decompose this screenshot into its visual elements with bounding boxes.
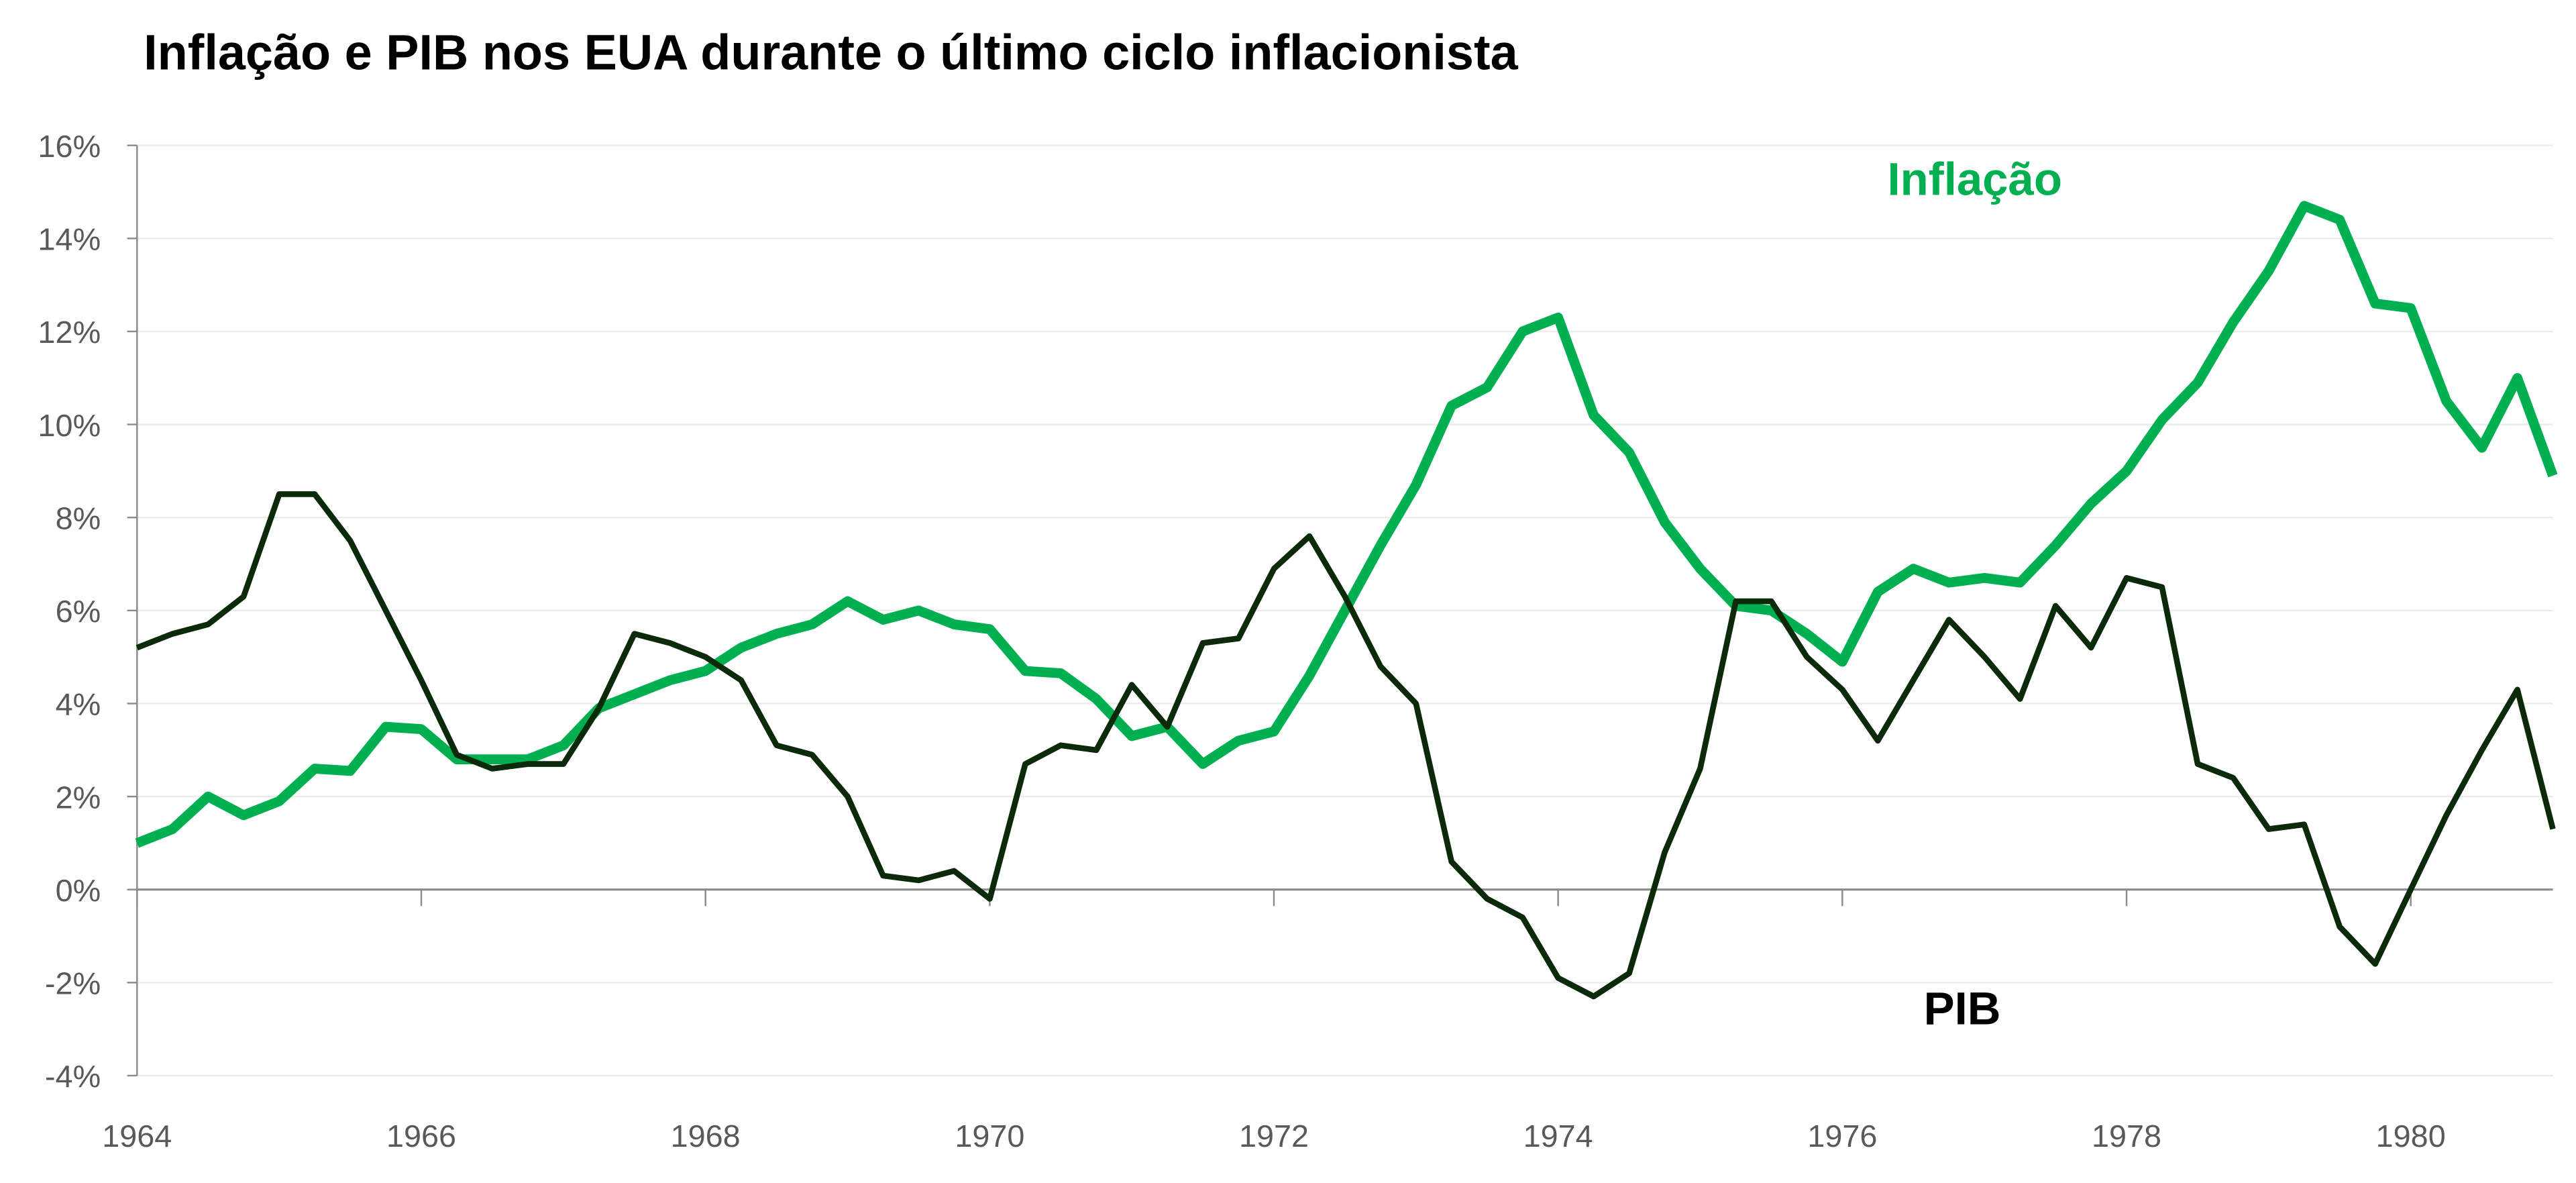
x-tick-label: 1970 [955, 1119, 1024, 1153]
x-tick-label: 1974 [1523, 1119, 1593, 1153]
y-tick-label: 14% [38, 222, 101, 257]
x-tick-label: 1964 [102, 1119, 172, 1153]
series-lines [135, 201, 2558, 1000]
y-tick-label: 0% [56, 873, 101, 908]
series-line-inflacao [135, 201, 2558, 848]
y-axis: -4% -2% 0% 2% 4% 6% 8% 10% 12% 14% 16% [38, 129, 138, 1094]
y-tick-label: 6% [56, 594, 101, 629]
y-tick-label: -2% [45, 966, 101, 1001]
x-tick-label: 1980 [2376, 1119, 2446, 1153]
annotation-pib: PIB [1924, 983, 2001, 1035]
x-tick-label: 1976 [1807, 1119, 1877, 1153]
chart-title: Inflação e PIB nos EUA durante o último … [144, 24, 1518, 80]
y-tick-label: 12% [38, 315, 101, 350]
annotation-inflacao: Inflação [1888, 154, 2062, 205]
y-tick-label: 10% [38, 408, 101, 443]
x-axis: 1964 1966 1968 1970 1972 1974 1976 1978 1980 [102, 888, 2553, 1153]
x-tick-label: 1978 [2092, 1119, 2161, 1153]
x-tick-label: 1968 [671, 1119, 741, 1153]
y-tick-label: 8% [56, 501, 101, 535]
y-tick-label: 16% [38, 129, 101, 164]
y-tick-label: 2% [56, 780, 101, 815]
y-tick-label: 4% [56, 687, 101, 722]
x-tick-label: 1972 [1239, 1119, 1309, 1153]
y-tick-label: -4% [45, 1059, 101, 1094]
series-line-pib [136, 491, 2556, 1000]
x-tick-label: 1966 [386, 1119, 456, 1153]
